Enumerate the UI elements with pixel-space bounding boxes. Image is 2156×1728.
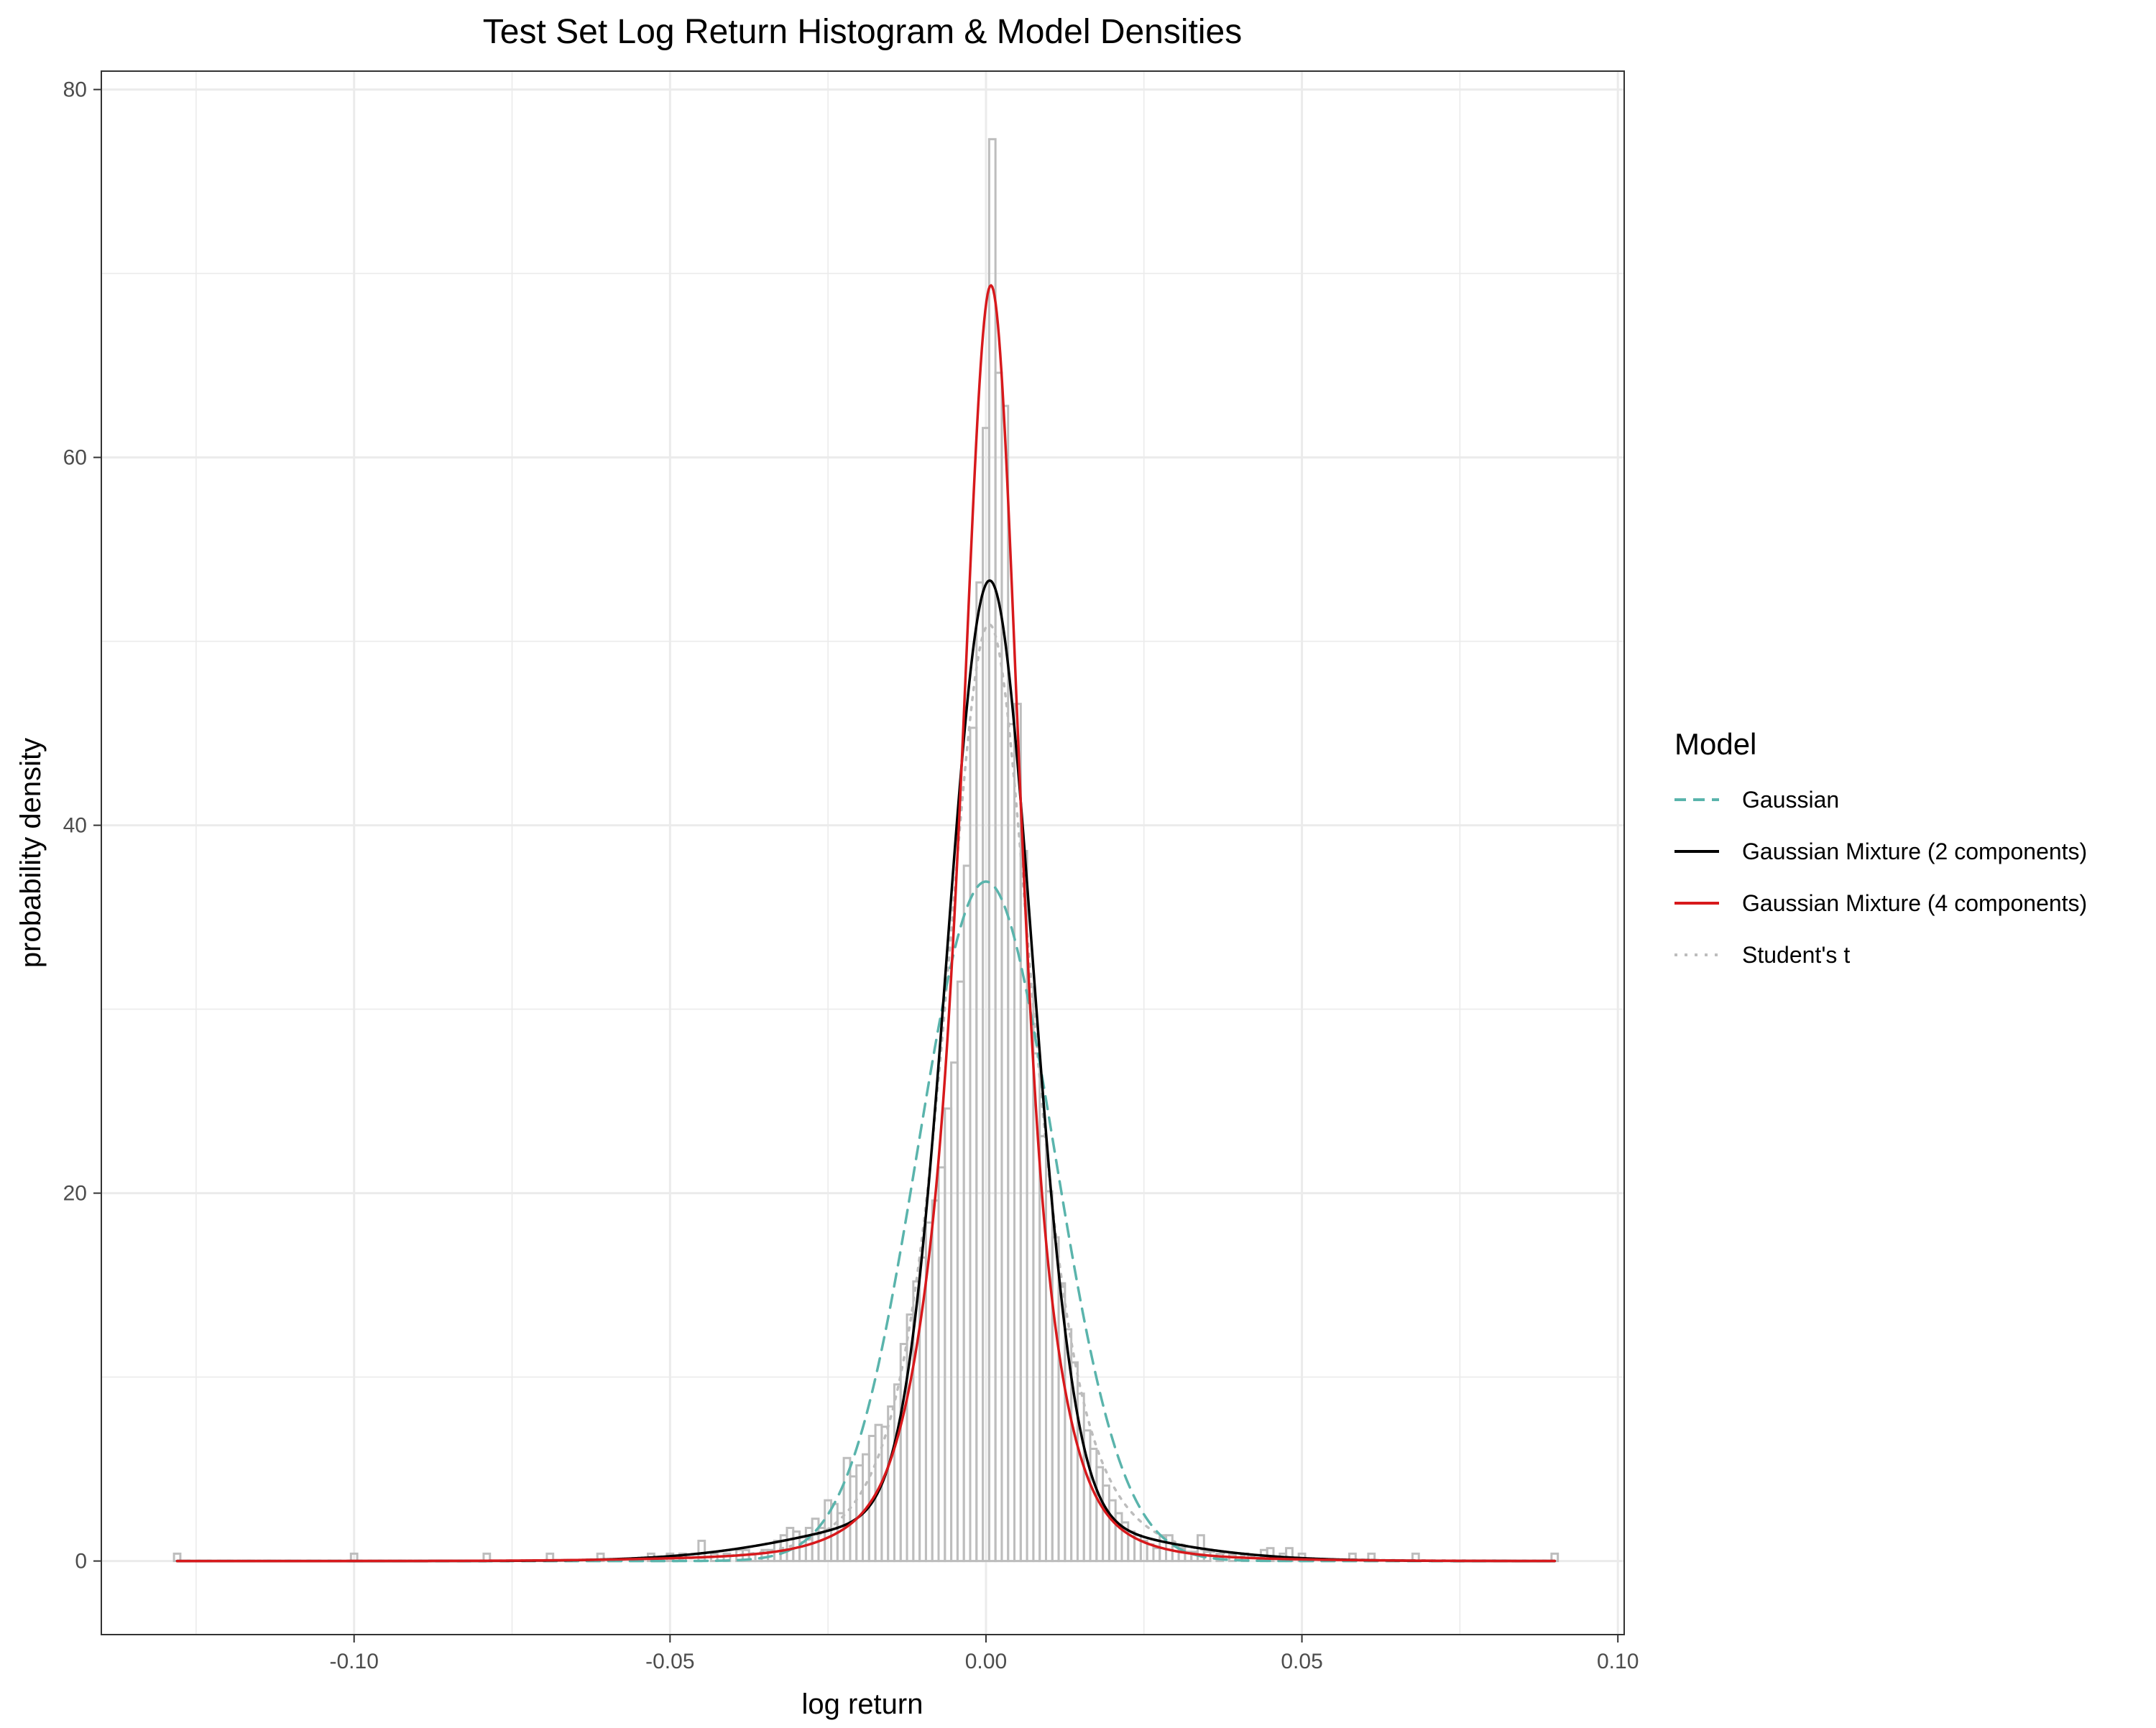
y-tick-label: 40 bbox=[63, 814, 87, 838]
y-tick-label: 60 bbox=[63, 446, 87, 470]
y-tick-label: 0 bbox=[75, 1550, 87, 1574]
y-tick-label: 20 bbox=[63, 1182, 87, 1206]
x-tick-label: 0.10 bbox=[1597, 1650, 1639, 1673]
legend: Model Gaussian Gaussian Mixture (2 compon… bbox=[1674, 727, 2087, 968]
y-axis: 0 20 40 60 80 bbox=[63, 78, 101, 1574]
legend-items: Gaussian Gaussian Mixture (2 components) G… bbox=[1674, 787, 2087, 968]
density-curve-gaussian-mixture-4-components bbox=[175, 284, 1557, 1563]
x-tick-label: -0.10 bbox=[330, 1650, 379, 1673]
y-tick-label: 80 bbox=[63, 78, 87, 102]
plot-background bbox=[101, 71, 1624, 1635]
x-tick-label: -0.05 bbox=[645, 1650, 694, 1673]
legend-label: Gaussian bbox=[1742, 787, 1839, 813]
x-axis-label: log return bbox=[802, 1688, 923, 1720]
x-axis: -0.10 -0.05 0.00 0.05 0.10 bbox=[330, 1635, 1639, 1673]
plot-panel bbox=[101, 70, 1625, 1635]
legend-label: Gaussian Mixture (4 components) bbox=[1742, 890, 2087, 916]
legend-label: Gaussian Mixture (2 components) bbox=[1742, 838, 2087, 864]
x-tick-label: 0.00 bbox=[965, 1650, 1007, 1673]
x-tick-label: 0.05 bbox=[1281, 1650, 1322, 1673]
chart-title: Test Set Log Return Histogram & Model De… bbox=[483, 13, 1242, 51]
density-curves bbox=[175, 284, 1557, 1563]
y-axis-label: probability density bbox=[15, 738, 47, 968]
legend-label: Student's t bbox=[1742, 942, 1850, 968]
plot-border bbox=[101, 70, 1625, 1635]
legend-title: Model bbox=[1674, 727, 1756, 761]
